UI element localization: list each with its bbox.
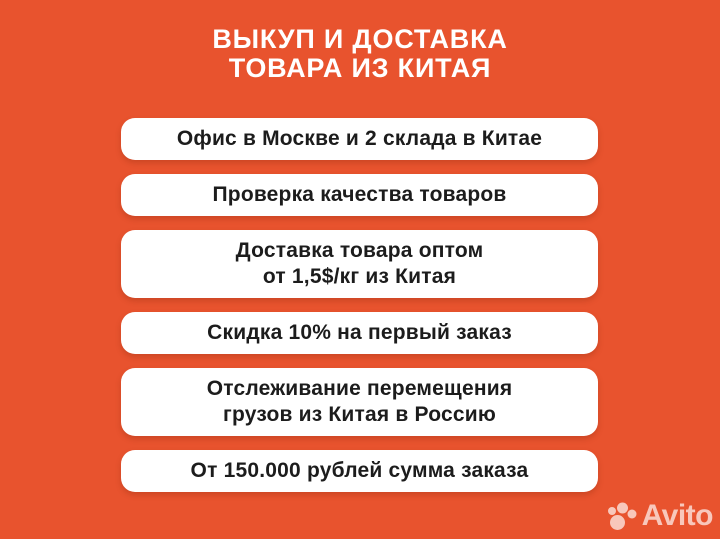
banner-title: ВЫКУП И ДОСТАВКА ТОВАРА ИЗ КИТАЯ [212, 24, 508, 83]
avito-watermark: Avito [605, 499, 714, 533]
feature-card-discount: Скидка 10% на первый заказ [121, 312, 598, 354]
feature-list: Офис в Москве и 2 склада в Китае Проверк… [121, 118, 598, 492]
feature-card-office: Офис в Москве и 2 склада в Китае [121, 118, 598, 160]
feature-card-quality-check: Проверка качества товаров [121, 174, 598, 216]
feature-card-tracking: Отслеживание перемещения грузов из Китая… [121, 368, 598, 436]
feature-card-min-order: От 150.000 рублей сумма заказа [121, 450, 598, 492]
feature-card-wholesale-delivery: Доставка товара оптом от 1,5$/кг из Кита… [121, 230, 598, 298]
avito-dots-logo-icon [607, 502, 637, 530]
avito-wordmark: Avito [641, 499, 714, 532]
